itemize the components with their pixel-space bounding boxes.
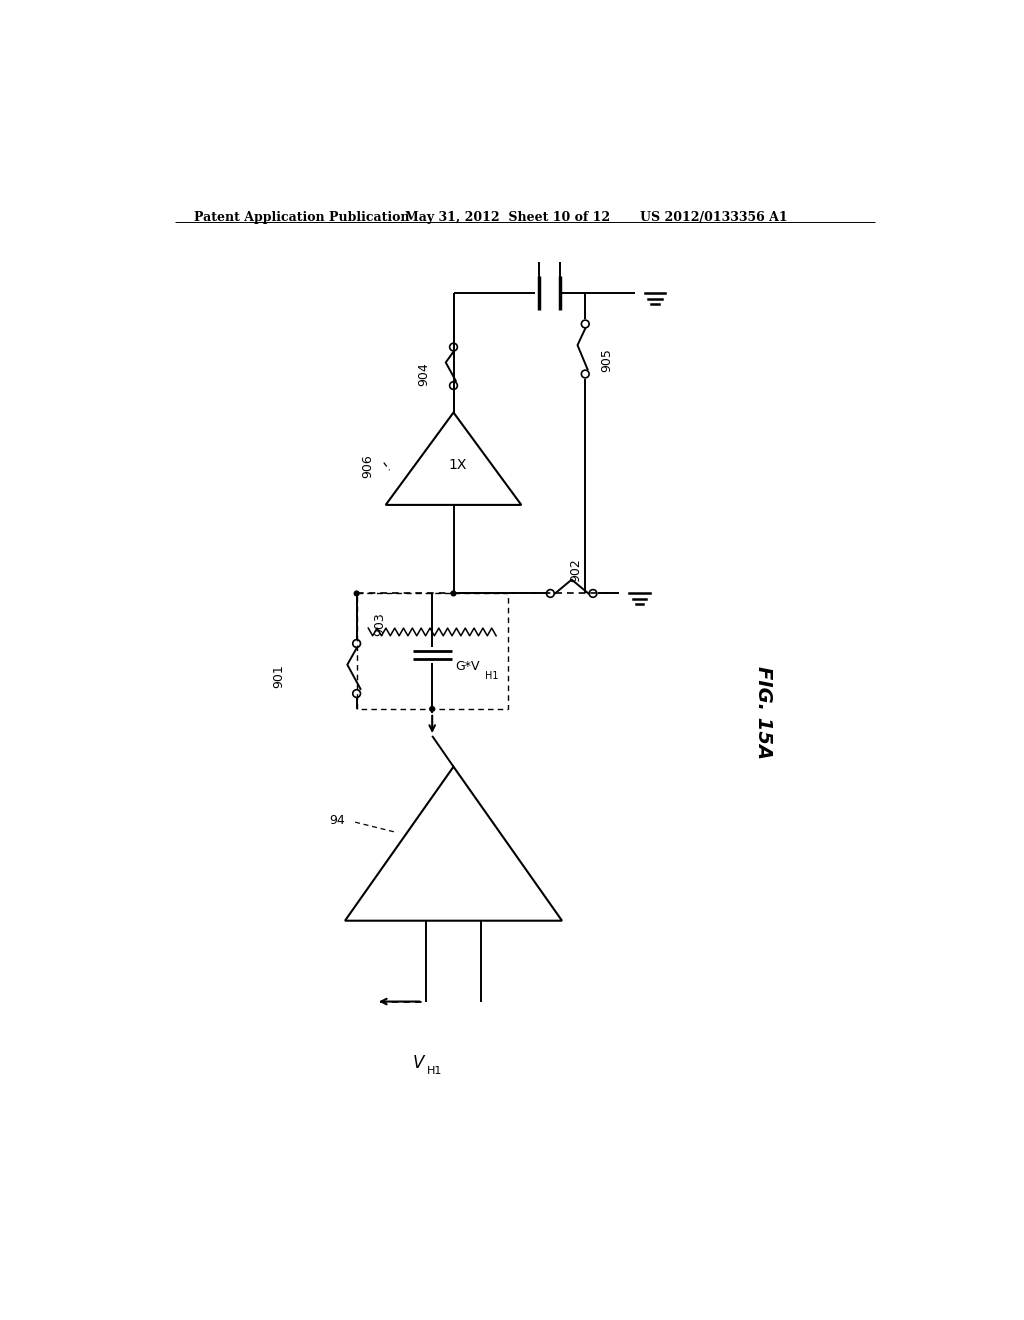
Text: US 2012/0133356 A1: US 2012/0133356 A1 <box>640 211 787 224</box>
Text: 903: 903 <box>374 612 386 636</box>
Text: FIG. 15A: FIG. 15A <box>754 667 773 759</box>
Text: H1: H1 <box>426 1065 441 1076</box>
Text: 904: 904 <box>418 362 430 385</box>
Text: May 31, 2012  Sheet 10 of 12: May 31, 2012 Sheet 10 of 12 <box>406 211 610 224</box>
Text: V: V <box>413 1055 424 1072</box>
Text: 902: 902 <box>569 558 582 582</box>
Text: H1: H1 <box>485 671 499 681</box>
Text: 1X: 1X <box>449 458 467 471</box>
Circle shape <box>353 590 359 597</box>
Text: 906: 906 <box>361 454 375 478</box>
Text: 905: 905 <box>600 348 613 372</box>
Circle shape <box>429 706 435 711</box>
Text: 94: 94 <box>330 814 345 828</box>
Text: Patent Application Publication: Patent Application Publication <box>194 211 410 224</box>
Text: G*V: G*V <box>456 660 480 673</box>
Text: 901: 901 <box>272 664 286 688</box>
Circle shape <box>451 590 457 597</box>
